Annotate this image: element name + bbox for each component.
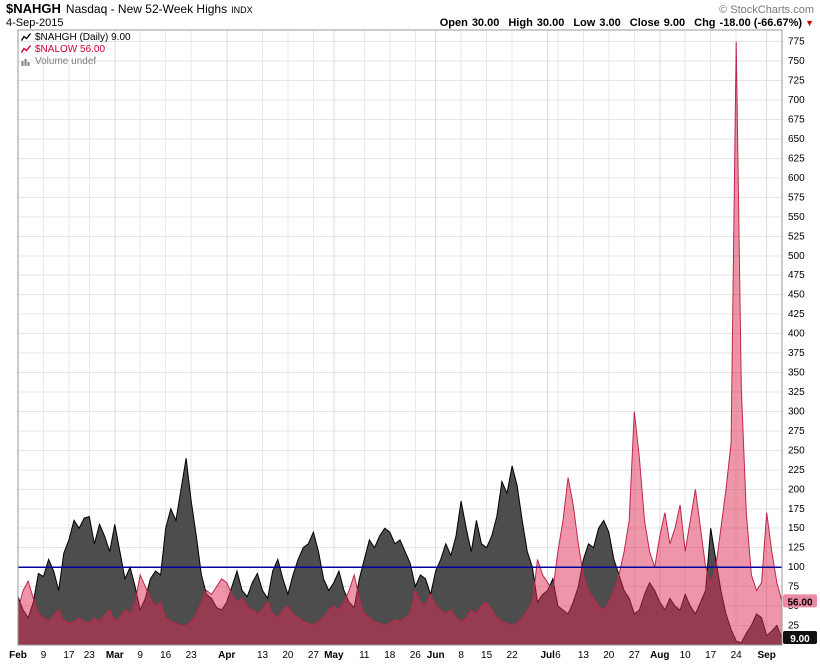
symbol: $NAHGH <box>6 1 61 16</box>
legend-label-volume: Volume undef <box>35 56 97 67</box>
y-axis-label: 675 <box>788 115 805 126</box>
change-label: Chg <box>694 17 716 29</box>
x-axis-label: 22 <box>507 650 519 661</box>
chart-date: 4-Sep-2015 <box>6 17 64 29</box>
x-axis-label: May <box>324 650 344 661</box>
y-axis-label: 625 <box>788 153 805 164</box>
volume-bars-icon <box>21 59 30 66</box>
plot-border <box>17 29 783 646</box>
y-axis-label: 450 <box>788 290 805 301</box>
chart-svg: 2550751001251501752002252502753003253503… <box>9 29 817 661</box>
x-axis-label: 16 <box>160 650 172 661</box>
x-axis-label: 20 <box>603 650 615 661</box>
nalow-area <box>17 41 783 646</box>
legend-item-nalow: $NALOW 56.00 <box>21 44 131 55</box>
y-axis-label: 75 <box>788 582 800 593</box>
x-axis-label: 11 <box>359 650 370 661</box>
legend-item-volume: Volume undef <box>21 56 131 67</box>
x-axis-label: 13 <box>257 650 269 661</box>
y-axis-label: 575 <box>788 192 805 203</box>
y-axis-label: 200 <box>788 484 805 495</box>
y-axis-label: 150 <box>788 523 805 534</box>
x-axis-label: Jun <box>427 650 445 661</box>
x-axis-label: 17 <box>705 650 717 661</box>
x-axis-label: 23 <box>84 650 96 661</box>
y-axis-label: 700 <box>788 95 805 106</box>
quote-strip: Open 30.00 High 30.00 Low 3.00 Close 9.0… <box>431 16 814 30</box>
y-axis-label: 300 <box>788 407 805 418</box>
y-axis-label: 375 <box>788 348 805 359</box>
high-label: High <box>508 17 533 29</box>
high-value: 30.00 <box>536 17 565 29</box>
x-axis-label: 24 <box>731 650 743 661</box>
y-axis-label: 775 <box>788 37 805 48</box>
price-chart: 2550751001251501752002252502753003253503… <box>0 28 820 668</box>
open-value: 30.00 <box>471 17 500 29</box>
x-axis-label: 10 <box>680 650 692 661</box>
x-axis-label: 9 <box>41 650 47 661</box>
y-axis-label: 500 <box>788 251 805 262</box>
line-series-icon <box>21 45 31 53</box>
x-axis-label: Mar <box>106 650 124 661</box>
y-axis-label: 725 <box>788 76 805 87</box>
last-value-badge <box>783 631 817 644</box>
x-axis-label: 18 <box>384 650 396 661</box>
legend-label-nahgh: $NAHGH (Daily) 9.00 <box>35 32 131 43</box>
x-axis-label: 8 <box>458 650 464 661</box>
y-axis-label: 100 <box>788 562 805 573</box>
y-axis-label: 750 <box>788 56 805 67</box>
low-label: Low <box>573 17 596 29</box>
y-axis-label: 525 <box>788 231 805 242</box>
x-axis-label: 26 <box>410 650 422 661</box>
header-quote-row: 4-Sep-2015 Open 30.00 High 30.00 Low 3.0… <box>0 16 820 30</box>
x-axis-label: 23 <box>186 650 198 661</box>
x-axis-label: Aug <box>650 650 669 661</box>
open-label: Open <box>439 17 468 29</box>
change-down-icon: ▼ <box>805 18 814 28</box>
low-value: 3.00 <box>599 17 621 29</box>
y-axis-label: 325 <box>788 387 805 398</box>
x-axis-label: Sep <box>758 650 776 661</box>
y-axis-label: 25 <box>788 621 800 632</box>
chart-legend: $NAHGH (Daily) 9.00 $NALOW 56.00 Volume … <box>21 32 131 67</box>
y-axis-label: 275 <box>788 426 805 437</box>
last-value-badge-label: 9.00 <box>790 634 810 645</box>
header-title-row: $NAHGH Nasdaq - New 52-Week Highs INDX ©… <box>0 0 820 17</box>
line-series-icon <box>21 33 31 41</box>
x-axis-label: 20 <box>282 650 294 661</box>
y-axis-label: 225 <box>788 465 805 476</box>
x-axis-label: 13 <box>578 650 590 661</box>
close-value: 9.00 <box>663 17 686 29</box>
y-axis-label: 600 <box>788 173 805 184</box>
x-axis-label: 15 <box>481 650 493 661</box>
y-axis-label: 400 <box>788 329 805 340</box>
last-value-badge <box>783 594 817 608</box>
x-axis-label: 27 <box>629 650 641 661</box>
change-value: -18.00 (-66.67%) <box>719 17 803 29</box>
y-axis-label: 350 <box>788 368 805 379</box>
y-axis-label: 550 <box>788 212 805 223</box>
y-axis-label: 425 <box>788 309 805 320</box>
last-value-badge-label: 56.00 <box>787 597 812 608</box>
x-axis-label: 6 <box>555 650 561 661</box>
y-axis-label: 175 <box>788 504 805 515</box>
y-axis-label: 250 <box>788 445 805 456</box>
exchange-label: INDX <box>231 5 253 15</box>
x-axis-label: 9 <box>137 650 143 661</box>
index-name: Nasdaq - New 52-Week Highs <box>65 2 228 16</box>
x-axis-label: 27 <box>308 650 320 661</box>
x-axis-label: Feb <box>9 650 27 661</box>
legend-item-nahgh: $NAHGH (Daily) 9.00 <box>21 32 131 43</box>
x-axis-label: Apr <box>218 650 235 661</box>
legend-label-nalow: $NALOW 56.00 <box>35 44 106 55</box>
y-axis-label: 125 <box>788 543 805 554</box>
close-label: Close <box>629 17 660 29</box>
x-axis-label: Jul <box>540 650 555 661</box>
y-axis-label: 650 <box>788 134 805 145</box>
x-axis-label: 17 <box>63 650 75 661</box>
y-axis-label: 475 <box>788 270 805 281</box>
watermark: © StockCharts.com <box>719 4 814 16</box>
